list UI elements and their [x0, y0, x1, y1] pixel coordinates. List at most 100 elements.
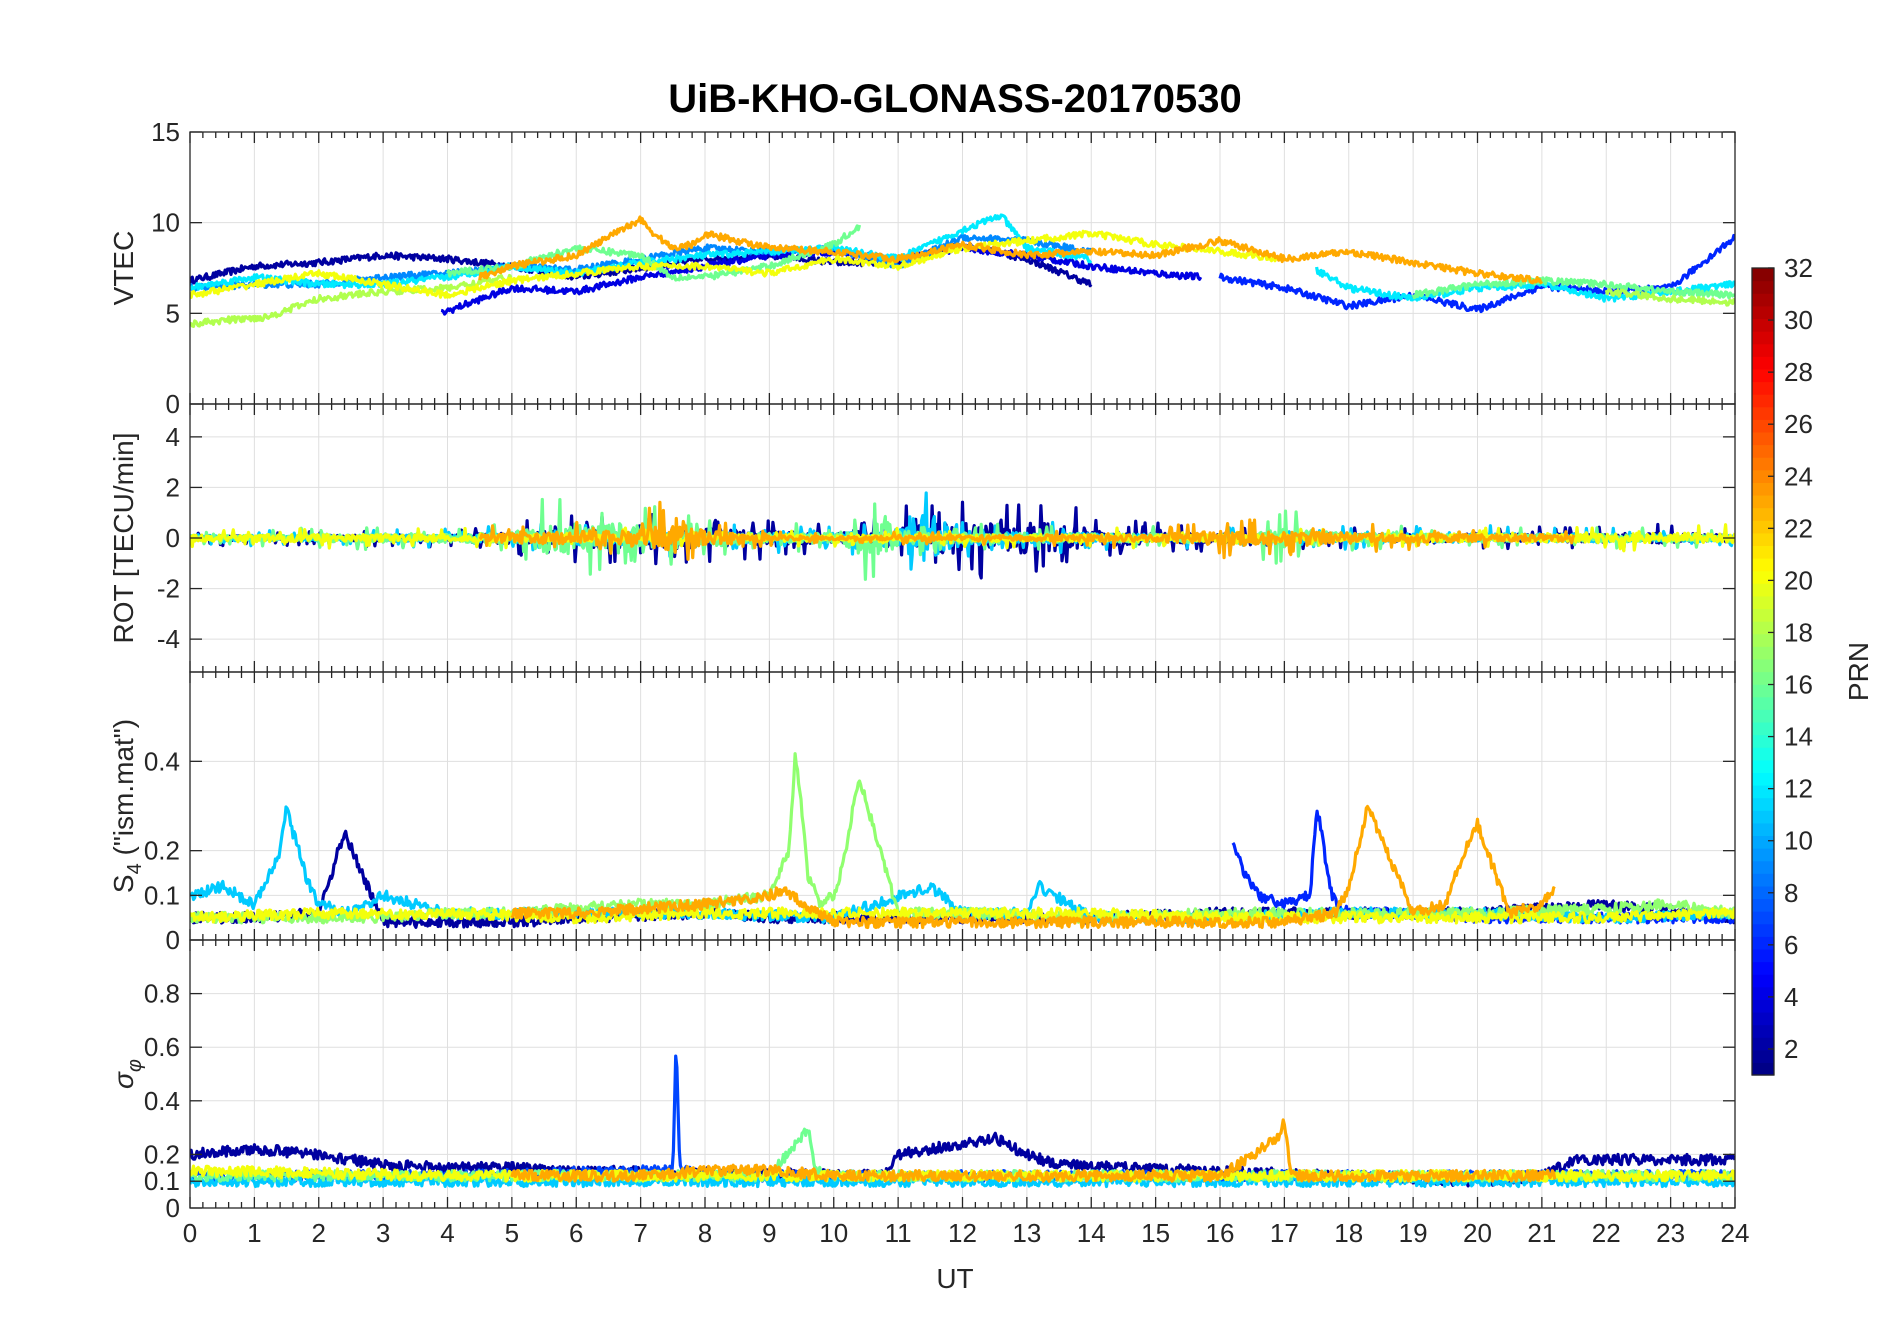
x-tick-label: 24	[1721, 1218, 1750, 1248]
colorbar-step	[1752, 709, 1774, 723]
colorbar-step	[1752, 507, 1774, 521]
colorbar-step	[1752, 558, 1774, 572]
y-tick-label: 0	[166, 523, 180, 553]
colorbar-tick-label: 10	[1784, 826, 1813, 856]
x-tick-label: 18	[1334, 1218, 1363, 1248]
y-tick-label: 0	[166, 925, 180, 955]
y-tick-label: 10	[151, 208, 180, 238]
colorbar-step	[1752, 923, 1774, 937]
colorbar-step	[1752, 305, 1774, 320]
colorbar-step	[1752, 835, 1774, 849]
colorbar-step	[1752, 280, 1774, 294]
x-axis-label: UT	[936, 1263, 973, 1294]
y-tick-label: 0.8	[144, 979, 180, 1009]
colorbar-step	[1752, 885, 1774, 900]
x-tick-label: 14	[1077, 1218, 1106, 1248]
colorbar-frame	[1751, 267, 1775, 1076]
x-tick-label: 16	[1206, 1218, 1235, 1248]
colorbar-tick-label: 8	[1784, 878, 1798, 908]
y-tick-label: 5	[166, 298, 180, 328]
series-group	[190, 213, 1735, 328]
colorbar-step	[1752, 1062, 1774, 1076]
colorbar-step	[1752, 595, 1774, 610]
y-tick-label: 0.4	[144, 1086, 180, 1116]
colorbar-step	[1752, 343, 1774, 357]
x-tick-label: 2	[312, 1218, 326, 1248]
panel-s4: 0 0.1 0.2 0.4S4 ("ism.mat")	[108, 671, 1736, 955]
colorbar-step	[1752, 608, 1774, 622]
colorbar-step	[1752, 419, 1774, 433]
x-tick-label: 20	[1463, 1218, 1492, 1248]
y-tick-label: 0.2	[144, 1139, 180, 1169]
y-axis-label: σφ	[108, 1059, 146, 1089]
colorbar-step	[1752, 1024, 1774, 1038]
colorbar-step	[1752, 999, 1774, 1013]
x-tick-label: 19	[1399, 1218, 1428, 1248]
y-tick-label: 0.4	[144, 746, 180, 776]
x-tick-label: 0	[183, 1218, 197, 1248]
colorbar-step	[1752, 696, 1774, 710]
colorbar-step	[1752, 633, 1774, 647]
x-tick-label: 8	[698, 1218, 712, 1248]
series-group	[190, 1054, 1735, 1189]
colorbar-tick-label: 2	[1784, 1034, 1798, 1064]
colorbar-step	[1752, 911, 1774, 925]
y-tick-label: -4	[157, 624, 180, 654]
colorbar-step	[1752, 469, 1774, 483]
colorbar-step	[1752, 974, 1774, 988]
colorbar-step	[1752, 293, 1774, 307]
panel-sigma: 00.10.2 0.4 0.6 0.8 σφ	[108, 939, 1736, 1223]
colorbar-step	[1752, 583, 1774, 597]
colorbar-step	[1752, 406, 1774, 420]
colorbar-tick-label: 26	[1784, 409, 1813, 439]
colorbar-step	[1752, 684, 1774, 698]
colorbar-step	[1752, 784, 1774, 799]
colorbar-step	[1752, 961, 1774, 975]
colorbar-step	[1752, 1049, 1774, 1063]
colorbar-step	[1752, 822, 1774, 837]
colorbar-step	[1752, 1037, 1774, 1051]
colorbar-step	[1752, 948, 1774, 963]
colorbar-tick-label: 32	[1784, 253, 1813, 283]
series-group	[190, 752, 1735, 930]
y-tick-label: 0.1	[144, 880, 180, 910]
y-tick-label: 0	[166, 389, 180, 419]
x-tick-label: 3	[376, 1218, 390, 1248]
colorbar-step	[1752, 658, 1774, 673]
colorbar-step	[1752, 444, 1774, 458]
y-tick-label: 0.1	[144, 1166, 180, 1196]
colorbar-tick-label: 12	[1784, 774, 1813, 804]
x-tick-label: 13	[1012, 1218, 1041, 1248]
colorbar-tick-label: 30	[1784, 305, 1813, 335]
colorbar-tick-label: 16	[1784, 670, 1813, 700]
x-tick-label: 17	[1270, 1218, 1299, 1248]
x-tick-label: 5	[505, 1218, 519, 1248]
y-tick-label: 0.2	[144, 836, 180, 866]
colorbar-tick-label: 28	[1784, 357, 1813, 387]
x-tick-label: 7	[633, 1218, 647, 1248]
chart-title: UiB-KHO-GLONASS-20170530	[668, 77, 1242, 121]
x-tick-label: 9	[762, 1218, 776, 1248]
colorbar-tick-label: 14	[1784, 722, 1813, 752]
series-line-prn-23	[478, 215, 1544, 285]
series-line-prn-20	[190, 906, 1735, 925]
series-line-prn-20	[190, 229, 1286, 299]
colorbar-step	[1752, 570, 1774, 584]
colorbar-step	[1752, 268, 1774, 282]
y-axis-label: ROT [TECU/min]	[108, 432, 139, 643]
y-tick-label: 4	[166, 422, 180, 452]
panel-vtec: 0 5 10 15 VTEC	[108, 117, 1736, 419]
colorbar-tick-label: 4	[1784, 982, 1798, 1012]
colorbar-step	[1752, 898, 1774, 912]
y-tick-label: -2	[157, 574, 180, 604]
y-axis-label: VTEC	[108, 231, 139, 306]
colorbar-step	[1752, 747, 1774, 761]
colorbar-step	[1752, 520, 1774, 534]
colorbar-step	[1752, 532, 1774, 547]
colorbar-step	[1752, 494, 1774, 509]
colorbar-step	[1752, 368, 1774, 383]
x-tick-label: 6	[569, 1218, 583, 1248]
colorbar-step	[1752, 772, 1774, 786]
